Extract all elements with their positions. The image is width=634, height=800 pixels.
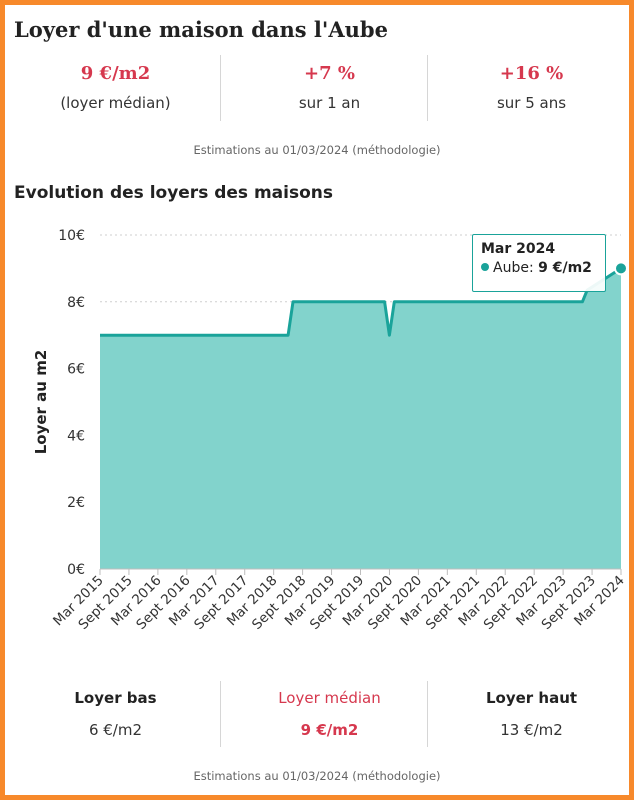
y-tick-label: 10€ [58,228,85,244]
rent-card: Loyer d'une maison dans l'Aube 9 €/m2 (l… [5,5,629,795]
stat-5-years-value: +16 % [499,63,564,84]
bottom-stat-median-value: 9 €/m2 [300,721,359,739]
bottom-stat-median: Loyer médian 9 €/m2 [227,681,432,739]
bottom-stats-row: Loyer bas 6 €/m2 Loyer médian 9 €/m2 Loy… [5,681,629,751]
bottom-stat-high: Loyer haut 13 €/m2 [429,681,634,739]
bottom-stat-low: Loyer bas 6 €/m2 [13,681,218,739]
bottom-stat-high-value: 13 €/m2 [500,721,563,739]
bottom-stat-low-label: Loyer bas [74,689,157,707]
stat-1-year-label: sur 1 an [298,94,361,112]
stat-divider [220,55,221,121]
chart-tooltip: Mar 2024 Aube: 9 €/m2 [472,234,606,292]
stat-median-label: (loyer médian) [60,94,171,112]
estimation-note-bottom[interactable]: Estimations au 01/03/2024 (méthodologie) [193,769,441,783]
bottom-divider [427,681,428,747]
stat-5-years-label: sur 5 ans [496,94,567,112]
highlight-point [614,261,628,276]
bottom-stat-low-value: 6 €/m2 [88,721,143,739]
chart-section-title: Evolution des loyers des maisons [14,183,333,203]
estimation-note-top[interactable]: Estimations au 01/03/2024 (méthodologie) [193,143,441,157]
tooltip-series: Aube [493,260,529,276]
stat-5-years: +16 % sur 5 ans [429,55,634,125]
bottom-stat-median-label: Loyer médian [278,689,381,707]
y-tick-label: 2€ [67,495,85,511]
y-tick-label: 4€ [67,428,85,444]
y-axis-title: Loyer au m2 [32,350,50,455]
tooltip-title: Mar 2024 [481,241,556,257]
bottom-stat-high-label: Loyer haut [485,689,578,707]
stat-divider [427,55,428,121]
stat-1-year-value: +7 % [304,63,355,84]
y-tick-label: 8€ [67,295,85,311]
bottom-divider [220,681,221,747]
tooltip-value: 9 €/m2 [538,260,592,276]
page-title: Loyer d'une maison dans l'Aube [14,17,388,42]
stat-median: 9 €/m2 (loyer médian) [13,55,218,125]
y-tick-label: 0€ [67,562,85,578]
stats-row: 9 €/m2 (loyer médian) +7 % sur 1 an +16 … [5,55,629,125]
y-tick-label: 6€ [67,362,85,378]
stat-1-year: +7 % sur 1 an [227,55,432,125]
stat-median-value: 9 €/m2 [80,63,151,84]
series-line [100,267,622,337]
series-area [100,268,621,569]
series-dot-icon [481,263,489,271]
tooltip-row: Aube: 9 €/m2 [481,260,597,276]
